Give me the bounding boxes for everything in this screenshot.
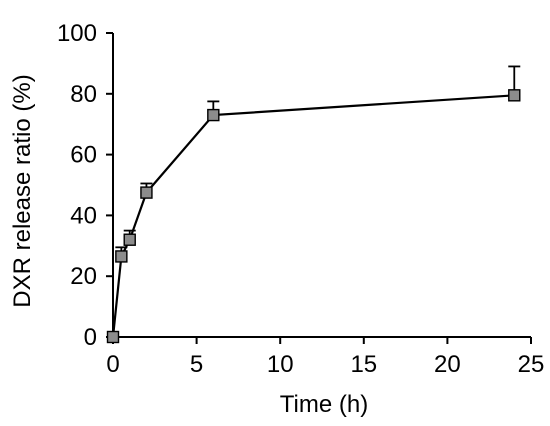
- x-tick-label: 5: [190, 351, 203, 378]
- y-tick-label: 80: [70, 81, 97, 108]
- y-tick-label: 100: [57, 20, 97, 47]
- x-tick-label: 10: [267, 351, 294, 378]
- x-tick-label: 15: [350, 351, 377, 378]
- data-point: [106, 330, 120, 344]
- y-tick-label: 0: [84, 324, 97, 351]
- y-tick-label: 60: [70, 142, 97, 169]
- x-tick-label: 25: [518, 351, 545, 378]
- series-group: [106, 65, 521, 344]
- y-axis-title: DXR release ratio (%): [9, 74, 36, 307]
- x-tick-label: 0: [106, 351, 119, 378]
- data-point: [207, 108, 220, 122]
- y-tick-label: 20: [70, 263, 97, 290]
- y-tick-label: 40: [70, 202, 97, 229]
- data-point: [123, 233, 136, 246]
- x-axis-ticks: 0 5 10 15 20 25: [106, 337, 544, 378]
- data-point: [140, 186, 153, 199]
- data-point: [115, 250, 128, 263]
- x-tick-label: 20: [434, 351, 461, 378]
- x-axis-title: Time (h): [280, 391, 368, 418]
- series-line: [111, 94, 515, 338]
- data-point: [508, 89, 521, 102]
- y-axis-ticks: 0 20 40 60 80 100: [57, 20, 113, 351]
